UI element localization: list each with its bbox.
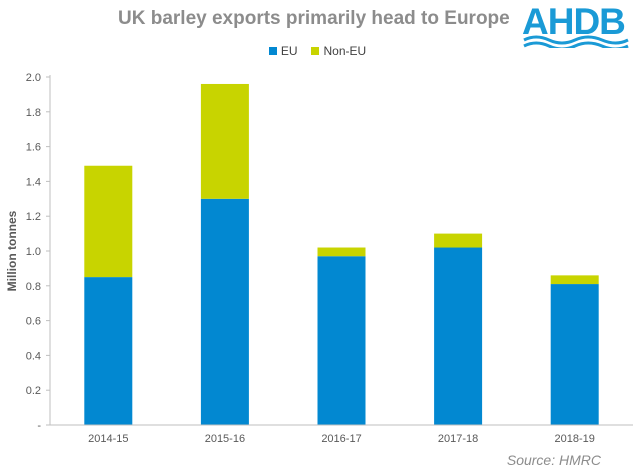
y-tick-label: 2.0 [26,72,41,84]
source-note: Source: HMRC [506,452,601,468]
legend-swatch-eu [268,47,277,55]
bar-eu-2016-17 [317,256,366,425]
bar-eu-2017-18 [434,247,483,425]
y-tick-label: - [37,420,41,432]
x-tick-label: 2017-18 [438,433,478,445]
bar-non-eu-2017-18 [434,233,483,248]
bar-non-eu-2015-16 [200,83,249,199]
bar-non-eu-2014-15 [84,165,133,278]
bar-eu-2018-19 [550,284,599,425]
y-tick-label: 0.8 [26,281,41,293]
legend-swatch-non-eu [311,47,320,55]
x-tick-label: 2014-15 [88,433,128,445]
y-tick-label: 0.4 [26,350,41,362]
bar-non-eu-2018-19 [550,275,599,285]
legend-item-non-eu: Non-EU [311,44,366,58]
y-axis-title: Million tonnes [5,210,19,291]
chart-title: UK barley exports primarily head to Euro… [118,8,510,29]
x-tick-label: 2016-17 [321,433,361,445]
logo-text: AHDB [522,1,626,42]
y-tick-label: 1.8 [26,107,41,119]
ahdb-logo: AHDB [522,2,630,48]
bar-eu-2014-15 [84,277,133,425]
y-tick-label: 0.2 [26,385,41,397]
bar-eu-2015-16 [200,198,249,425]
y-tick-label: 0.6 [26,316,41,328]
y-tick-label: 1.4 [26,176,41,188]
logo-wave-icon [523,35,629,48]
x-tick-label: 2015-16 [205,433,245,445]
y-tick-label: 1.6 [26,142,41,154]
x-tick-label: 2018-19 [555,433,595,445]
legend: EU Non-EU [0,44,635,58]
legend-label-non-eu: Non-EU [323,44,367,58]
legend-item-eu: EU [268,44,298,58]
bar-non-eu-2016-17 [317,247,366,257]
legend-label-eu: EU [280,44,298,58]
y-tick-label: 1.0 [26,246,41,258]
y-tick-label: 1.2 [26,211,41,223]
